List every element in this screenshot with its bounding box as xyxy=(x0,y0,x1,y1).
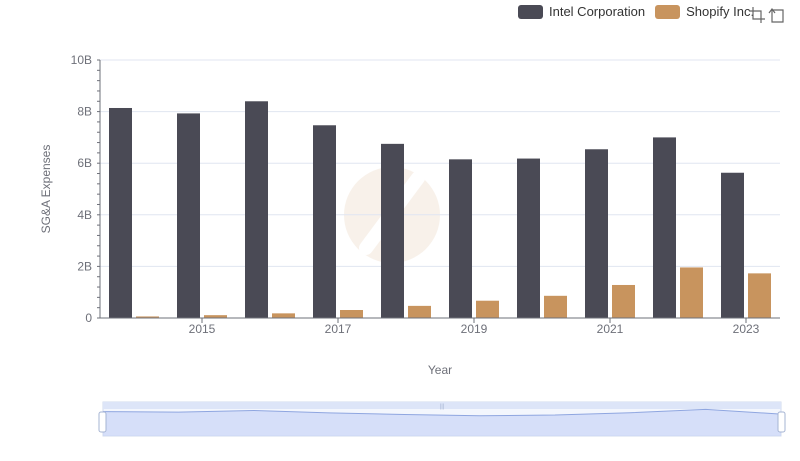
y-tick-label: 0 xyxy=(85,311,92,325)
zoom-handle-left[interactable] xyxy=(98,411,107,433)
x-tick-label: 2017 xyxy=(325,322,352,336)
bar-intel-2023[interactable] xyxy=(721,172,744,318)
data-zoom-slider[interactable]: ||| xyxy=(98,401,786,437)
bar-intel-2021[interactable] xyxy=(585,149,608,318)
y-axis: 0 2B 4B 6B 8B 10B xyxy=(71,53,101,325)
zoom-icon[interactable] xyxy=(748,6,766,24)
x-tick-label: 2021 xyxy=(597,322,624,336)
x-tick-label: 2023 xyxy=(733,322,760,336)
bar-intel-2015[interactable] xyxy=(177,113,200,318)
bar-shopify-2018[interactable] xyxy=(408,305,431,318)
bar-shopify-2019[interactable] xyxy=(476,300,499,318)
bar-shopify-2023[interactable] xyxy=(748,273,771,318)
grid xyxy=(100,59,780,267)
bar-intel-2014[interactable] xyxy=(109,107,132,318)
y-tick-label: 10B xyxy=(71,53,92,67)
restore-icon[interactable] xyxy=(768,6,786,24)
legend-label-shopify: Shopify Inc. xyxy=(686,4,755,19)
legend-swatch-shopify xyxy=(655,4,681,19)
y-tick-label: 4B xyxy=(77,208,92,222)
legend: Intel Corporation Shopify Inc. xyxy=(518,4,764,19)
zoom-top-bar[interactable] xyxy=(103,402,781,409)
bar-shopify-2016[interactable] xyxy=(272,313,295,318)
bar-shopify-2015[interactable] xyxy=(204,315,227,318)
bar-shopify-2017[interactable] xyxy=(340,310,363,318)
bar-shopify-2021[interactable] xyxy=(612,284,635,318)
bar-intel-2016[interactable] xyxy=(245,101,268,318)
bars xyxy=(109,101,771,318)
x-tick-label: 2019 xyxy=(461,322,488,336)
bar-intel-2020[interactable] xyxy=(517,158,540,318)
bar-shopify-2014[interactable] xyxy=(136,316,159,318)
zoom-handle-right[interactable] xyxy=(777,411,786,433)
legend-item-intel[interactable]: Intel Corporation xyxy=(518,4,645,19)
bar-shopify-2020[interactable] xyxy=(544,295,567,318)
bar-shopify-2022[interactable] xyxy=(680,267,703,318)
y-tick-label: 6B xyxy=(77,156,92,170)
bar-intel-2018[interactable] xyxy=(381,143,404,318)
legend-label-intel: Intel Corporation xyxy=(549,4,646,19)
zoom-preview-area xyxy=(103,409,781,436)
bar-intel-2019[interactable] xyxy=(449,159,472,318)
bar-intel-2022[interactable] xyxy=(653,137,676,318)
y-tick-label: 2B xyxy=(77,259,92,273)
legend-swatch-intel xyxy=(518,4,543,19)
x-axis: 2015 2017 2019 2021 2023 xyxy=(100,317,780,336)
zoom-preview-line xyxy=(102,408,782,417)
toolbox xyxy=(746,6,786,24)
x-tick-label: 2015 xyxy=(189,322,216,336)
legend-item-shopify[interactable]: Shopify Inc. xyxy=(655,4,754,19)
zoom-move-handle[interactable]: ||| xyxy=(440,404,445,410)
x-axis-title: Year xyxy=(428,363,452,377)
y-tick-label: 8B xyxy=(77,105,92,119)
y-axis-title: SG&A Expenses xyxy=(39,145,53,234)
bar-intel-2017[interactable] xyxy=(313,125,336,318)
